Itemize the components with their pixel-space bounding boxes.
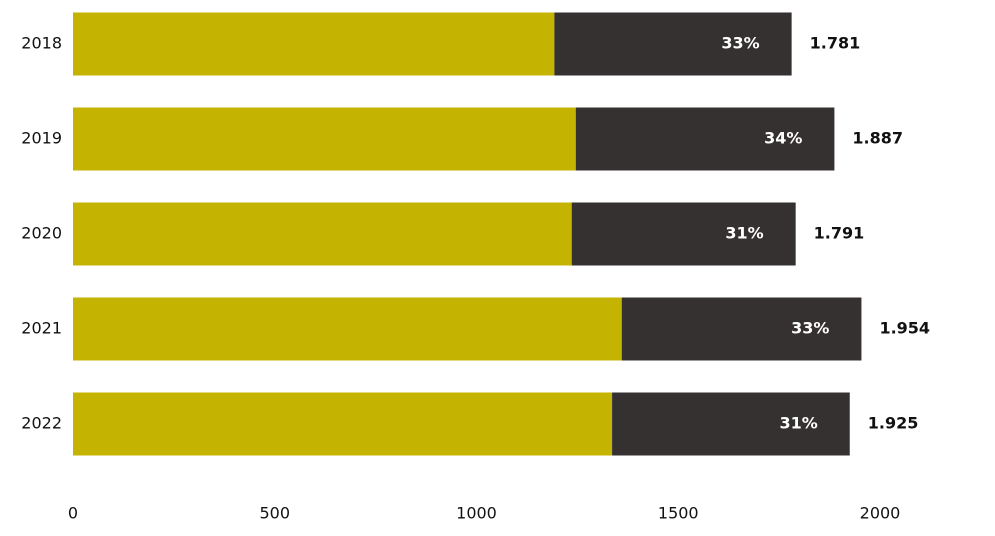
bar-segment <box>73 12 555 76</box>
y-tick-label: 2018 <box>21 34 62 53</box>
x-tick-label: 1500 <box>658 504 699 523</box>
bar-segment <box>575 107 835 171</box>
bar-segment <box>554 12 792 76</box>
total-label: 1.781 <box>810 34 861 53</box>
x-tick-label: 1000 <box>456 504 497 523</box>
bar-segment <box>621 297 862 361</box>
x-tick-label: 500 <box>259 504 290 523</box>
share-label: 31% <box>725 224 763 243</box>
y-tick-label: 2021 <box>21 319 62 338</box>
bar-segment <box>73 107 576 171</box>
share-label: 33% <box>721 34 759 53</box>
y-tick-label: 2020 <box>21 224 62 243</box>
total-label: 1.954 <box>879 319 930 338</box>
x-tick-label: 0 <box>68 504 78 523</box>
bar-segment <box>73 297 622 361</box>
x-tick-label: 2000 <box>860 504 901 523</box>
bar-segment <box>73 392 613 456</box>
y-tick-label: 2022 <box>21 414 62 433</box>
total-label: 1.887 <box>852 129 903 148</box>
y-tick-label: 2019 <box>21 129 62 148</box>
share-label: 34% <box>764 129 802 148</box>
bar-segment <box>571 202 796 266</box>
bar-segment <box>612 392 850 456</box>
share-label: 33% <box>791 319 829 338</box>
bar-segment <box>73 202 572 266</box>
share-label: 31% <box>779 414 817 433</box>
total-label: 1.925 <box>868 414 919 433</box>
total-label: 1.791 <box>814 224 865 243</box>
